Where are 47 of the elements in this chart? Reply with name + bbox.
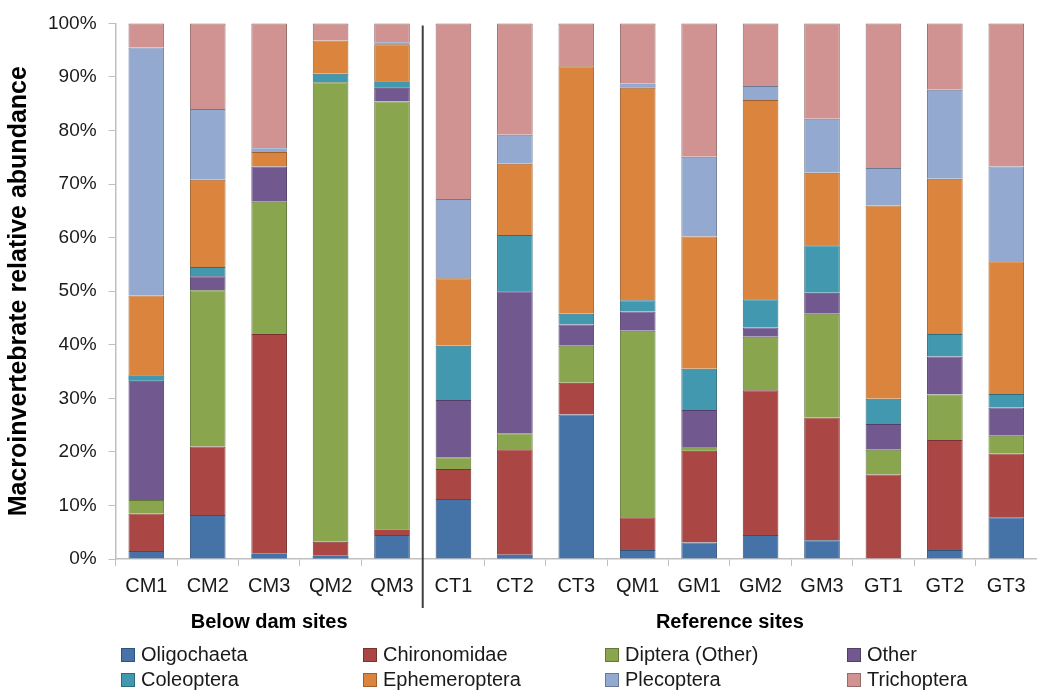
x-tick-label: GM3 [800, 573, 844, 596]
text: Below dam sites [190, 609, 348, 632]
legend-label: Ephemeroptera [383, 668, 521, 691]
bar [374, 529, 410, 535]
y-tick-label: 20% [58, 440, 97, 462]
x-tick-label: GT3 [986, 573, 1026, 596]
x-tick-label: CM1 [125, 573, 168, 596]
x-tick-label: CT3 [557, 573, 596, 596]
x-tick-label: GT2 [925, 573, 965, 596]
y-tick-label: 90% [58, 65, 97, 87]
x-tick-label: CT1 [434, 573, 473, 596]
y-axis-title: Macroinvertebrate relative abundance [2, 66, 31, 517]
x-tick-label: GM1 [677, 573, 721, 596]
legend-label: Diptera (Other) [625, 643, 759, 666]
x-tick-label: QM2 [308, 573, 353, 596]
x-tick-label: GM2 [738, 573, 783, 596]
x-tick-label: QM1 [616, 573, 660, 596]
bar [128, 375, 165, 381]
legend-label: Other [867, 643, 918, 666]
legend-label: Coleoptera [141, 668, 239, 691]
y-tick-label: 40% [58, 332, 97, 354]
bar [619, 83, 656, 88]
y-tick-label: 100% [47, 11, 97, 33]
bar [681, 447, 717, 451]
bar [374, 42, 410, 45]
bar [312, 555, 349, 559]
legend-label: Chironomidae [383, 643, 508, 666]
bar [251, 553, 287, 559]
legend-label: Plecoptera [625, 668, 721, 691]
x-tick-label: GT1 [863, 573, 903, 596]
y-tick-label: 60% [58, 225, 97, 247]
bar [374, 81, 410, 88]
bar [251, 148, 287, 152]
y-tick-label: 0% [69, 547, 97, 569]
bar [497, 554, 533, 559]
x-tick-label: QM3 [370, 573, 414, 596]
legend-label: Oligochaeta [141, 643, 248, 666]
x-tick-label: CT2 [495, 573, 534, 596]
text: Reference sites [655, 609, 804, 632]
legend-label: Trichoptera [867, 668, 968, 691]
x-tick-label: CM3 [248, 573, 291, 596]
x-tick-label: CM2 [186, 573, 229, 596]
y-tick-label: 30% [58, 386, 97, 408]
y-tick-label: 80% [58, 118, 97, 140]
y-tick-label: 50% [58, 279, 97, 301]
y-tick-label: 10% [58, 493, 97, 515]
y-tick-label: 70% [58, 172, 97, 194]
